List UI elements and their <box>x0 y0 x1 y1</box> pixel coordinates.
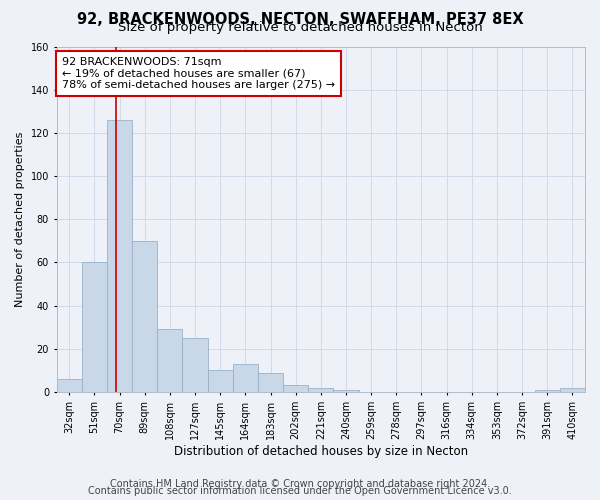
Text: 92 BRACKENWOODS: 71sqm
← 19% of detached houses are smaller (67)
78% of semi-det: 92 BRACKENWOODS: 71sqm ← 19% of detached… <box>62 57 335 90</box>
Text: 92, BRACKENWOODS, NECTON, SWAFFHAM, PE37 8EX: 92, BRACKENWOODS, NECTON, SWAFFHAM, PE37… <box>77 12 523 26</box>
Bar <box>56 379 82 392</box>
Bar <box>535 390 560 392</box>
Bar <box>107 120 132 392</box>
Bar <box>334 390 359 392</box>
Y-axis label: Number of detached properties: Number of detached properties <box>15 132 25 307</box>
Bar <box>308 388 334 392</box>
Bar <box>82 262 107 392</box>
X-axis label: Distribution of detached houses by size in Necton: Distribution of detached houses by size … <box>174 444 468 458</box>
Text: Size of property relative to detached houses in Necton: Size of property relative to detached ho… <box>118 22 482 35</box>
Bar <box>233 364 258 392</box>
Text: Contains public sector information licensed under the Open Government Licence v3: Contains public sector information licen… <box>88 486 512 496</box>
Bar <box>132 241 157 392</box>
Bar <box>258 372 283 392</box>
Text: Contains HM Land Registry data © Crown copyright and database right 2024.: Contains HM Land Registry data © Crown c… <box>110 479 490 489</box>
Bar <box>283 386 308 392</box>
Bar <box>157 330 182 392</box>
Bar <box>208 370 233 392</box>
Bar <box>182 338 208 392</box>
Bar <box>560 388 585 392</box>
